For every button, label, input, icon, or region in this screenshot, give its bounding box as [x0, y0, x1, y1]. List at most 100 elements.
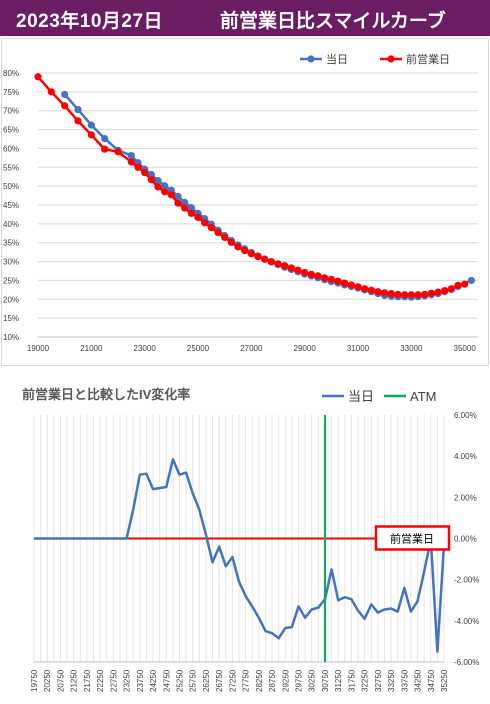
- x-tick-label: 31250: [334, 669, 343, 692]
- y-tick-label: 2.00%: [454, 493, 477, 502]
- x-tick-label: 27250: [228, 669, 237, 692]
- x-tick-label: 25000: [187, 344, 210, 353]
- data-point: [101, 135, 109, 143]
- y-tick-label: 40%: [3, 220, 19, 229]
- data-point: [174, 199, 182, 207]
- data-point: [461, 280, 469, 288]
- data-point: [147, 176, 155, 184]
- header-title: 前営業日比スマイルカーブ: [220, 11, 446, 32]
- legend-label: ATM: [410, 389, 436, 404]
- x-tick-label: 28250: [255, 669, 264, 692]
- x-tick-label: 23750: [136, 669, 145, 692]
- data-point: [421, 290, 429, 298]
- data-point: [334, 277, 342, 285]
- data-point: [294, 266, 302, 274]
- data-point: [374, 288, 382, 296]
- data-point: [154, 176, 162, 185]
- data-point: [367, 286, 375, 294]
- y-tick-label: 0.00%: [454, 535, 477, 544]
- data-point: [247, 250, 255, 258]
- previous-day-label: 前営業日: [390, 532, 434, 546]
- y-tick-label: 55%: [3, 163, 19, 172]
- y-tick-label: 4.00%: [454, 452, 477, 461]
- y-tick-label: 35%: [3, 239, 19, 248]
- y-tick-label: 75%: [3, 88, 19, 97]
- x-tick-label: 26750: [215, 669, 224, 692]
- data-point: [114, 148, 122, 156]
- data-point: [187, 209, 195, 217]
- smile-curve-chart: 10% 15% 20% 25% 30% 35% 40% 45% 50% 55% 60% 65% 70% 7…: [3, 52, 478, 353]
- data-point: [87, 131, 95, 139]
- data-point: [307, 270, 315, 278]
- data-point: [361, 285, 369, 293]
- page-header: 2023年10月27日 前営業日比スマイルカーブ: [0, 0, 490, 36]
- data-point: [221, 233, 229, 242]
- data-point: [87, 121, 95, 129]
- legend-label: 当日: [326, 52, 348, 66]
- data-point: [134, 163, 142, 171]
- data-point: [267, 257, 275, 266]
- y-tick-label: -2.00%: [454, 576, 479, 585]
- x-tick-label: 29750: [295, 669, 304, 692]
- data-point: [34, 73, 42, 81]
- x-tick-label: 21000: [80, 344, 103, 353]
- x-tick-label: 30750: [321, 669, 330, 692]
- x-tick-label: 25250: [175, 669, 184, 692]
- data-point: [354, 283, 362, 291]
- data-point: [401, 291, 409, 299]
- data-point: [61, 102, 69, 110]
- y-tick-label: 45%: [3, 201, 19, 210]
- data-point: [381, 289, 389, 297]
- x-tick-label: 23000: [134, 344, 157, 353]
- data-point: [61, 90, 69, 99]
- data-point: [207, 224, 215, 232]
- data-point: [161, 182, 169, 190]
- legend-label: 当日: [348, 389, 374, 404]
- y-tick-label: 70%: [3, 107, 19, 116]
- x-tick-label: 32750: [374, 669, 383, 692]
- series-line-today: [34, 458, 446, 653]
- data-point: [314, 272, 322, 280]
- y-tick-label: 15%: [3, 314, 19, 323]
- legend-marker: [387, 55, 395, 63]
- x-tick-label: 27000: [240, 344, 263, 353]
- y-tick-label: 30%: [3, 258, 19, 267]
- data-point: [467, 276, 475, 285]
- y-tick-label: -4.00%: [454, 617, 479, 626]
- x-tick-label: 33750: [400, 669, 409, 692]
- data-point: [101, 145, 109, 153]
- y-tick-label: 25%: [3, 276, 19, 285]
- data-point: [394, 290, 402, 298]
- data-point: [274, 260, 282, 268]
- x-tick-label: 22750: [109, 669, 118, 692]
- previous-day-label-box: [374, 525, 451, 551]
- data-point: [181, 198, 189, 206]
- x-tick-label: 20750: [56, 669, 65, 692]
- data-point: [327, 275, 335, 283]
- data-point: [161, 188, 169, 196]
- y-tick-label: 60%: [3, 144, 19, 153]
- x-tick-label: 21250: [70, 669, 79, 692]
- x-tick-label: 32250: [361, 669, 370, 692]
- data-point: [47, 88, 55, 96]
- x-tick-label: 35250: [440, 669, 449, 692]
- x-tick-label: 27750: [242, 669, 251, 692]
- data-point: [181, 204, 189, 212]
- data-point: [254, 253, 262, 261]
- x-tick-label: 33250: [387, 669, 396, 692]
- data-point: [174, 192, 182, 200]
- x-tick-label: 31750: [347, 669, 356, 692]
- data-point: [407, 291, 415, 299]
- data-point: [387, 290, 395, 298]
- x-tick-label: 22250: [96, 669, 105, 692]
- data-point: [154, 183, 162, 191]
- data-point: [321, 274, 329, 282]
- x-tick-label: 21750: [83, 669, 92, 692]
- legend-label: 前営業日: [406, 52, 450, 66]
- data-point: [234, 243, 242, 251]
- x-tick-label: 20250: [43, 669, 52, 692]
- data-point: [301, 268, 309, 277]
- x-tick-label: 24750: [162, 669, 171, 692]
- x-tick-label: 35000: [454, 344, 477, 353]
- data-point: [127, 158, 135, 166]
